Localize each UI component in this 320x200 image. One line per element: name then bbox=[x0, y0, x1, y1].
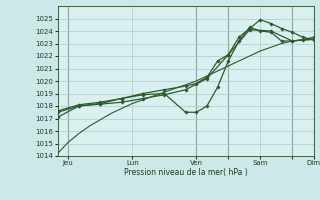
X-axis label: Pression niveau de la mer( hPa ): Pression niveau de la mer( hPa ) bbox=[124, 168, 247, 177]
